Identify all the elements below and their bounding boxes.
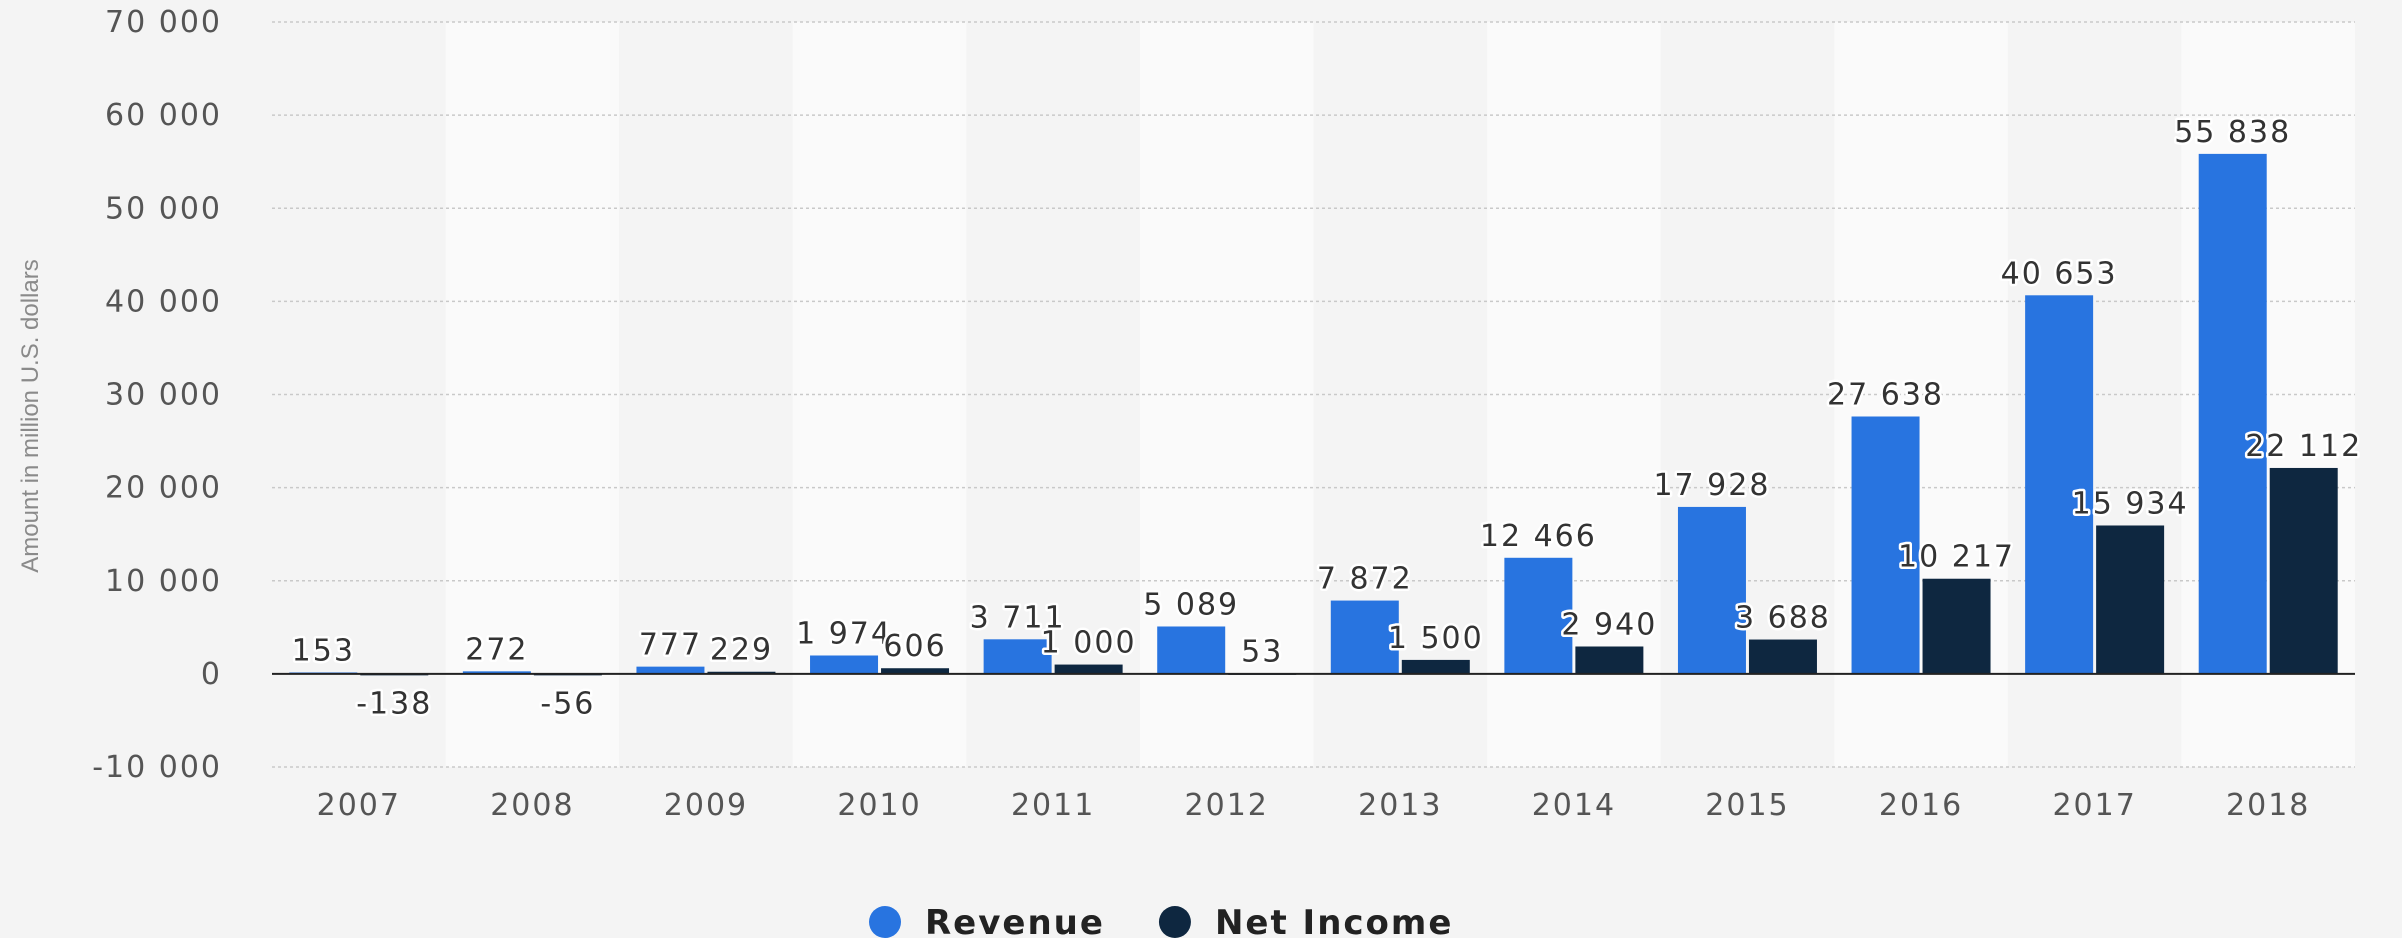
x-tick-label: 2014 (1532, 788, 1616, 823)
legend-swatch-net-income (1158, 906, 1191, 938)
net-income-data-label: 10 217 (1898, 540, 2015, 575)
y-tick-label: 60 000 (105, 98, 222, 133)
net-income-bar (1922, 578, 1991, 674)
x-tick-label: 2015 (1705, 788, 1789, 823)
y-tick-label: 10 000 (105, 564, 222, 599)
net-income-data-label: 2 940 (1561, 607, 1657, 642)
net-income-bar (881, 668, 950, 674)
x-tick-label: 2013 (1358, 788, 1442, 823)
revenue-data-label: 7 872 (1317, 562, 1413, 597)
revenue-bar (1157, 626, 1226, 674)
net-income-data-label: 3 688 (1735, 601, 1831, 636)
x-tick-label: 2016 (1879, 788, 1963, 823)
y-tick-label: -10 000 (92, 750, 222, 785)
net-income-bar (1054, 664, 1123, 674)
y-tick-label: 50 000 (105, 191, 222, 226)
revenue-bar (636, 666, 705, 674)
net-income-data-label: 1 500 (1388, 621, 1484, 656)
y-tick-label: 70 000 (105, 5, 222, 40)
revenue-bar (2198, 153, 2267, 674)
y-tick-label: 30 000 (105, 378, 222, 413)
net-income-bar (2269, 467, 2338, 674)
x-tick-label: 2010 (837, 788, 921, 823)
net-income-data-label: -56 (540, 686, 595, 721)
x-tick-label: 2012 (1185, 788, 1269, 823)
net-income-bar (2096, 525, 2165, 674)
y-axis-label: Amount in million U.S. dollars (17, 259, 44, 572)
revenue-bar (1851, 416, 1920, 674)
net-income-data-label: 1 000 (1041, 626, 1137, 661)
revenue-data-label: 55 838 (2174, 115, 2291, 150)
revenue-data-label: 777 (639, 628, 702, 663)
revenue-bar (810, 655, 879, 674)
revenue-data-label: 3 711 (970, 600, 1066, 635)
x-tick-label: 2008 (490, 788, 574, 823)
y-tick-label: 0 (201, 657, 222, 692)
y-tick-label: 20 000 (105, 471, 222, 506)
revenue-bar (2025, 295, 2094, 674)
net-income-data-label: -138 (356, 686, 432, 721)
revenue-data-label: 17 928 (1653, 468, 1770, 503)
x-tick-label: 2009 (664, 788, 748, 823)
revenue-bar (1330, 600, 1399, 674)
net-income-bar (1401, 659, 1470, 674)
net-income-data-label: 15 934 (2072, 486, 2189, 521)
legend-swatch-revenue (869, 906, 901, 938)
net-income-bar (1748, 639, 1817, 674)
revenue-data-label: 1 974 (796, 616, 892, 651)
legend-label-net-income: Net Income (1215, 903, 1453, 938)
revenue-bar (983, 639, 1052, 674)
net-income-bar (1575, 646, 1644, 674)
revenue-bar (462, 671, 531, 674)
x-tick-label: 2011 (1011, 788, 1095, 823)
revenue-data-label: 27 638 (1827, 377, 1944, 412)
x-tick-label: 2017 (2052, 788, 2136, 823)
x-tick-label: 2018 (2226, 788, 2310, 823)
revenue-bar (1504, 557, 1573, 674)
revenue-data-label: 12 466 (1480, 519, 1597, 554)
legend: Revenue Net Income (869, 903, 1453, 938)
net-income-bar (707, 671, 776, 674)
net-income-data-label: 229 (710, 633, 773, 668)
revenue-data-label: 5 089 (1143, 587, 1239, 622)
revenue-data-label: 272 (465, 632, 528, 667)
y-tick-label: 40 000 (105, 284, 222, 319)
revenue-data-label: 153 (292, 633, 355, 668)
x-tick-label: 2007 (317, 788, 401, 823)
revenue-bar (1677, 506, 1746, 674)
net-income-data-label: 606 (883, 629, 946, 664)
legend-label-revenue: Revenue (925, 903, 1105, 938)
net-income-data-label: 53 (1241, 634, 1283, 669)
revenue-data-label: 40 653 (2001, 256, 2118, 291)
net-income-data-label: 22 112 (2245, 429, 2362, 464)
